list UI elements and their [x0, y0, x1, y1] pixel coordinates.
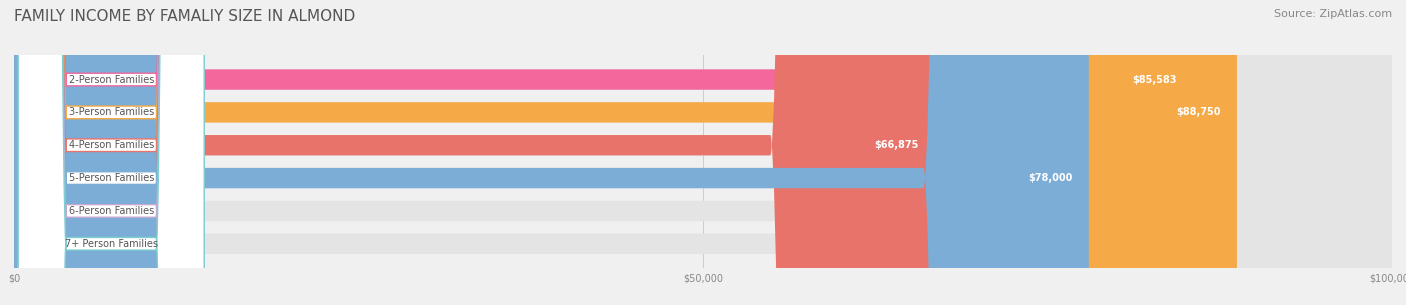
Text: $78,000: $78,000 — [1028, 173, 1073, 183]
Text: 3-Person Families: 3-Person Families — [69, 107, 153, 117]
Text: $85,583: $85,583 — [1132, 74, 1177, 84]
FancyBboxPatch shape — [14, 0, 1088, 305]
Text: $0: $0 — [48, 239, 62, 249]
FancyBboxPatch shape — [18, 0, 204, 305]
FancyBboxPatch shape — [18, 0, 204, 305]
Text: 7+ Person Families: 7+ Person Families — [65, 239, 157, 249]
FancyBboxPatch shape — [14, 0, 1237, 305]
FancyBboxPatch shape — [18, 0, 204, 305]
Text: Source: ZipAtlas.com: Source: ZipAtlas.com — [1274, 9, 1392, 19]
Text: 6-Person Families: 6-Person Families — [69, 206, 153, 216]
Text: 4-Person Families: 4-Person Families — [69, 140, 153, 150]
FancyBboxPatch shape — [14, 0, 1392, 305]
FancyBboxPatch shape — [14, 0, 1392, 305]
FancyBboxPatch shape — [14, 0, 1392, 305]
Text: FAMILY INCOME BY FAMALIY SIZE IN ALMOND: FAMILY INCOME BY FAMALIY SIZE IN ALMOND — [14, 9, 356, 24]
FancyBboxPatch shape — [14, 0, 935, 305]
FancyBboxPatch shape — [18, 0, 204, 305]
Text: $66,875: $66,875 — [875, 140, 920, 150]
Text: $0: $0 — [48, 206, 62, 216]
Text: 2-Person Families: 2-Person Families — [69, 74, 153, 84]
FancyBboxPatch shape — [18, 0, 204, 305]
FancyBboxPatch shape — [18, 0, 204, 305]
FancyBboxPatch shape — [14, 0, 1392, 305]
FancyBboxPatch shape — [14, 0, 1194, 305]
FancyBboxPatch shape — [14, 0, 1392, 305]
Text: 5-Person Families: 5-Person Families — [69, 173, 153, 183]
FancyBboxPatch shape — [14, 0, 1392, 305]
Text: $88,750: $88,750 — [1175, 107, 1220, 117]
